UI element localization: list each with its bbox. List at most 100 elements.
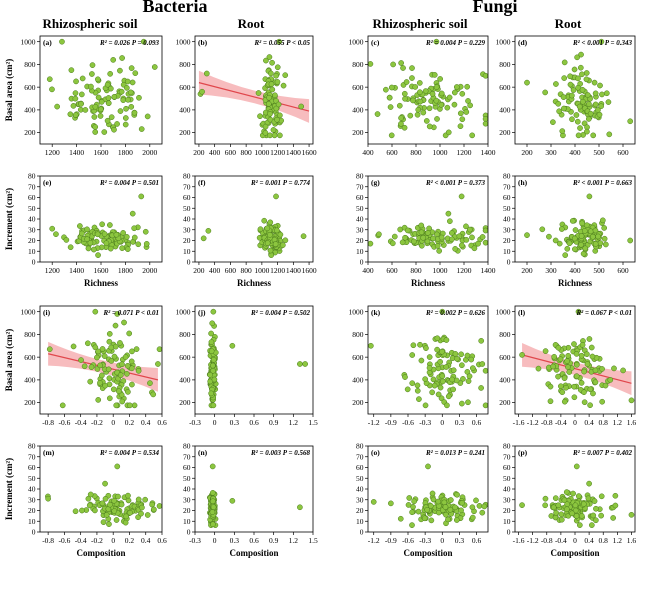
data-point bbox=[368, 61, 374, 67]
data-point bbox=[208, 390, 214, 397]
data-point bbox=[274, 116, 280, 123]
data-point bbox=[445, 129, 452, 136]
y-tick-label: 10 bbox=[356, 247, 364, 256]
data-point bbox=[482, 367, 488, 374]
data-point bbox=[105, 95, 112, 101]
data-point bbox=[464, 352, 471, 359]
panel-j: -0.3 0 0.3 0.6 0.9 1.2 1.5 200 400 600 800 1000 (j) R… bbox=[176, 305, 318, 427]
data-point bbox=[584, 351, 590, 358]
data-point bbox=[261, 217, 268, 224]
data-point bbox=[595, 107, 601, 113]
data-point bbox=[605, 99, 612, 105]
x-tick-label: 0 bbox=[573, 418, 577, 427]
data-point bbox=[535, 365, 542, 372]
data-point bbox=[463, 223, 469, 230]
data-point bbox=[606, 131, 613, 138]
data-point bbox=[599, 91, 605, 98]
y-tick-label: 800 bbox=[499, 330, 511, 339]
data-point bbox=[579, 71, 585, 78]
y-tick-label: 70 bbox=[503, 452, 511, 461]
data-point bbox=[73, 78, 79, 85]
data-point bbox=[571, 246, 578, 253]
x-tick-label: 0.6 bbox=[249, 418, 259, 427]
data-point bbox=[451, 89, 458, 96]
stats-text: R² = 0.007 P = 0.402 bbox=[572, 449, 633, 457]
data-point bbox=[113, 231, 120, 238]
data-point bbox=[68, 67, 75, 73]
points bbox=[370, 463, 488, 528]
data-point bbox=[556, 240, 563, 247]
data-point bbox=[46, 76, 53, 83]
y-tick-label: 70 bbox=[28, 452, 36, 461]
data-point bbox=[458, 362, 465, 369]
data-point bbox=[445, 393, 452, 400]
x-tick-label: -1.6 bbox=[513, 418, 525, 427]
y-tick-label: 50 bbox=[503, 474, 511, 483]
data-point bbox=[409, 352, 416, 358]
data-point bbox=[403, 79, 410, 85]
data-point bbox=[452, 504, 458, 511]
y-tick-label: 30 bbox=[503, 225, 511, 234]
data-point bbox=[561, 375, 568, 382]
data-point bbox=[205, 227, 212, 234]
data-point bbox=[400, 65, 406, 71]
data-point bbox=[140, 38, 147, 45]
x-tick-label: 1000 bbox=[433, 148, 448, 157]
data-point bbox=[407, 112, 414, 119]
x-tick-label: 1.2 bbox=[613, 536, 623, 545]
data-point bbox=[561, 59, 568, 66]
data-point bbox=[418, 357, 425, 364]
data-point bbox=[113, 517, 120, 523]
data-point bbox=[97, 380, 103, 386]
data-point bbox=[119, 361, 125, 368]
data-point bbox=[267, 111, 273, 117]
data-point bbox=[128, 103, 135, 110]
x-tick-label: 1200 bbox=[457, 266, 472, 275]
data-point bbox=[444, 104, 451, 111]
y-tick-label: 200 bbox=[499, 398, 511, 407]
data-point bbox=[79, 230, 85, 237]
data-point bbox=[120, 97, 127, 103]
data-point bbox=[448, 230, 455, 236]
y-tick-label: 80 bbox=[503, 442, 511, 451]
x-tick-label: 0 bbox=[440, 536, 444, 545]
data-point bbox=[581, 368, 587, 375]
data-point bbox=[598, 103, 605, 110]
data-point bbox=[555, 373, 561, 380]
data-point bbox=[53, 231, 59, 238]
data-point bbox=[368, 240, 374, 247]
x-tick-label: 0.3 bbox=[230, 536, 240, 545]
data-point bbox=[95, 94, 102, 101]
data-point bbox=[574, 118, 581, 125]
data-point bbox=[125, 492, 131, 499]
data-point bbox=[575, 75, 581, 82]
data-point bbox=[89, 71, 95, 77]
x-tick-label: 800 bbox=[241, 148, 253, 157]
y-tick-label: 50 bbox=[183, 474, 191, 483]
data-point bbox=[271, 132, 278, 139]
data-point bbox=[135, 367, 142, 374]
data-point bbox=[265, 101, 272, 107]
points bbox=[46, 308, 162, 409]
data-point bbox=[424, 238, 431, 245]
data-point bbox=[54, 103, 60, 110]
data-point bbox=[107, 245, 114, 252]
data-point bbox=[584, 128, 590, 135]
panel-o: -1.2 -0.9 -0.6 -0.3 0 0.3 0.601020304050607080… bbox=[356, 442, 489, 558]
data-point bbox=[431, 72, 438, 78]
y-tick-label: 400 bbox=[352, 375, 364, 384]
data-point bbox=[424, 506, 431, 513]
fit-line bbox=[521, 354, 632, 384]
data-point bbox=[95, 252, 101, 258]
data-point bbox=[592, 379, 599, 386]
data-point bbox=[559, 128, 566, 134]
data-point bbox=[67, 111, 74, 118]
data-point bbox=[297, 504, 303, 511]
points bbox=[206, 308, 308, 409]
data-point bbox=[277, 132, 283, 139]
data-point bbox=[598, 493, 605, 500]
x-tick-label: 1.5 bbox=[308, 536, 318, 545]
panel-label: (g) bbox=[371, 178, 380, 187]
data-point bbox=[426, 105, 433, 112]
data-point bbox=[107, 501, 113, 508]
